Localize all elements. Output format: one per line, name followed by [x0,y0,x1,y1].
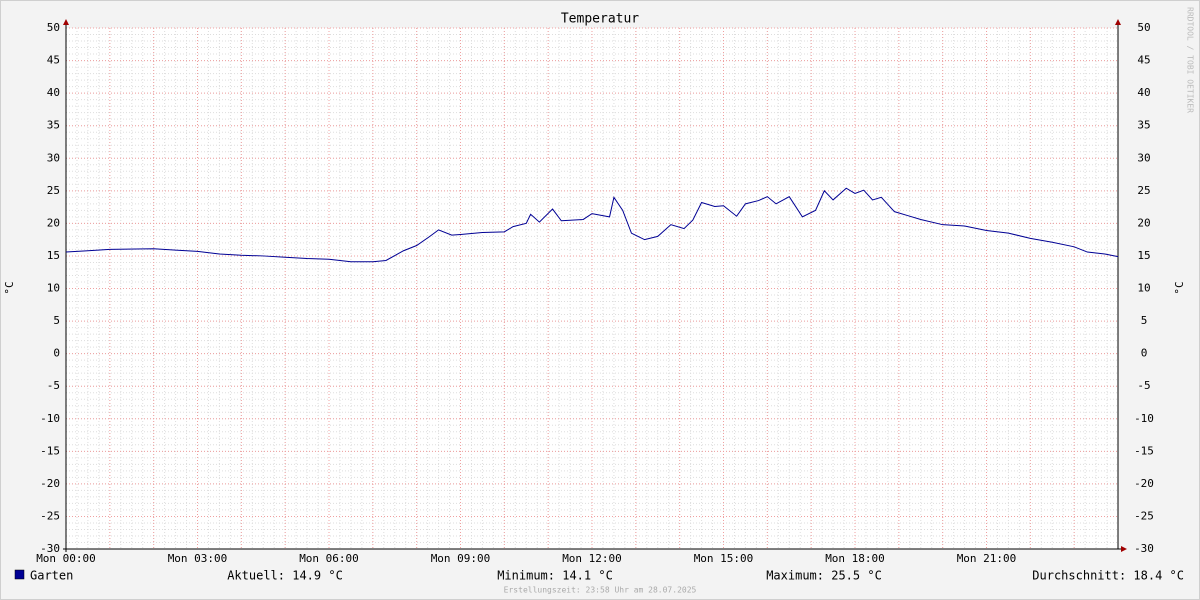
y2-tick-label: 25 [1137,184,1150,197]
x-tick-label: Mon 09:00 [431,552,491,565]
x-tick-label: Mon 18:00 [825,552,885,565]
legend-stat: Maximum: 25.5 °C [766,569,882,583]
y-tick-label: -25 [40,509,60,522]
y-tick-label: 40 [47,86,60,99]
x-tick-label: Mon 06:00 [299,552,359,565]
y2-tick-label: -30 [1134,542,1154,555]
legend-swatch [14,569,25,580]
series-line [65,187,1119,263]
axis-arrow [63,19,69,25]
x-tick-label: Mon 15:00 [694,552,754,565]
y2-tick-label: 35 [1137,119,1150,132]
y-tick-label: -30 [40,542,60,555]
footer: Erstellungszeit: 23:58 Uhr am 28.07.2025 [504,586,697,595]
x-tick-label: Mon 00:00 [36,552,96,565]
y2-tick-label: -20 [1134,477,1154,490]
y-tick-label: 0 [53,347,60,360]
axis-arrow [1115,19,1121,25]
y-tick-label: 45 [47,54,60,67]
y2-tick-label: 5 [1141,314,1148,327]
y2-tick-label: -15 [1134,444,1154,457]
y2-tick-label: 45 [1137,54,1150,67]
y2-tick-label: 50 [1137,21,1150,34]
y-tick-label: 5 [53,314,60,327]
y-tick-label: 50 [47,21,60,34]
y-tick-label: 15 [47,249,60,262]
y-tick-label: -10 [40,412,60,425]
y-tick-label: 10 [47,282,60,295]
y2-tick-label: 10 [1137,282,1150,295]
y2-tick-label: 15 [1137,249,1150,262]
y-tick-label: -15 [40,444,60,457]
x-tick-label: Mon 03:00 [168,552,228,565]
y2-tick-label: -10 [1134,412,1154,425]
y-tick-label: 35 [47,119,60,132]
watermark: RRDTOOL / TOBI OETIKER [1186,7,1195,113]
y2-tick-label: -5 [1137,379,1150,392]
axis-arrow [1121,546,1127,552]
legend-stat: Aktuell: 14.9 °C [227,569,343,583]
legend-label: Garten [30,569,73,583]
y-tick-label: 30 [47,151,60,164]
y-tick-label: 25 [47,184,60,197]
y2-tick-label: 40 [1137,86,1150,99]
y-tick-label: -5 [47,379,60,392]
y2-tick-label: -25 [1134,509,1154,522]
legend-stat: Durchschnitt: 18.4 °C [1032,569,1184,583]
x-tick-label: Mon 21:00 [957,552,1017,565]
y2-tick-label: 20 [1137,216,1150,229]
y2-tick-label: 30 [1137,151,1150,164]
y2-tick-label: 0 [1141,347,1148,360]
y-tick-label: -20 [40,477,60,490]
y-tick-label: 20 [47,216,60,229]
y-axis-label: °C [3,281,16,294]
x-tick-label: Mon 12:00 [562,552,622,565]
y2-axis-label: °C [1173,281,1186,294]
chart-title: Temperatur [561,12,639,27]
legend-stat: Minimum: 14.1 °C [497,569,613,583]
